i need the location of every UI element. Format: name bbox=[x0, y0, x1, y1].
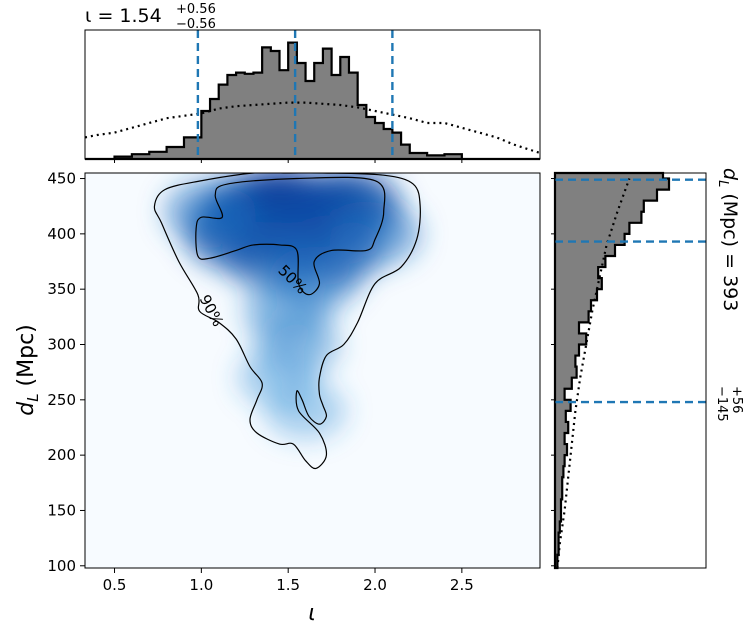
density-blob-12 bbox=[265, 382, 346, 439]
joint-panel: 50% 90% 0.5 1.0 1.5 2.0 2.5 1001502002503003… bbox=[14, 159, 555, 626]
svg-text:dL (Mpc) = 393: dL (Mpc) = 393 bbox=[715, 168, 741, 311]
x-tick-label-1: 1.0 bbox=[189, 576, 213, 594]
x-tick-label-4: 2.5 bbox=[450, 576, 474, 594]
y-tick-label-3: 250 bbox=[47, 391, 76, 409]
dl-title: dL (Mpc) = 393 +56 −145 bbox=[714, 168, 744, 422]
y-tick-label-5: 350 bbox=[47, 280, 76, 298]
contour-90 bbox=[153, 173, 421, 470]
density-blob-14 bbox=[329, 202, 421, 266]
density-blob-13 bbox=[164, 180, 256, 244]
contour-50 bbox=[195, 176, 386, 296]
y-tick-label-1: 150 bbox=[47, 501, 76, 519]
y-axis-label: dL (Mpc) bbox=[14, 324, 42, 416]
y-tick-label-0: 100 bbox=[47, 557, 76, 575]
y-axis-ticks: 100 150 200 250 300 350 400 450 bbox=[47, 170, 555, 575]
dl-posterior-histogram bbox=[553, 171, 671, 570]
joint-frame bbox=[84, 172, 541, 569]
x-tick-label-3: 2.0 bbox=[363, 576, 387, 594]
y-tick-label-4: 300 bbox=[47, 335, 76, 353]
y-tick-label-6: 400 bbox=[47, 225, 76, 243]
x-tick-label-0: 0.5 bbox=[103, 576, 127, 594]
x-axis-label: ι bbox=[308, 601, 315, 626]
iota-title-lower-error: −0.56 bbox=[176, 17, 216, 32]
iota-title: ι = 1.54 bbox=[85, 5, 162, 27]
iota-marginal-frame bbox=[84, 29, 541, 160]
iota-histogram-bars bbox=[85, 41, 540, 161]
iota-title-upper-error: +0.56 bbox=[176, 2, 216, 17]
x-tick-label-2: 1.5 bbox=[276, 576, 300, 594]
dl-histogram-bars bbox=[553, 171, 671, 570]
x-axis-ticks: 0.5 1.0 1.5 2.0 2.5 bbox=[103, 159, 474, 594]
y-tick-label-7: 450 bbox=[47, 170, 76, 188]
iota-quantile-lines bbox=[196, 30, 394, 159]
dl-title-lower-error: −145 bbox=[714, 386, 729, 422]
iota-marginal-panel: ι = 1.54 +0.56 −0.56 bbox=[84, 2, 541, 161]
dl-marginal-panel: dL (Mpc) = 393 +56 −145 bbox=[553, 168, 744, 570]
y-tick-label-2: 200 bbox=[47, 446, 76, 464]
density-heatmap bbox=[164, 173, 421, 439]
dl-marginal-frame bbox=[554, 172, 707, 569]
dl-title-upper-error: +56 bbox=[729, 386, 744, 413]
iota-posterior-histogram bbox=[85, 41, 540, 161]
